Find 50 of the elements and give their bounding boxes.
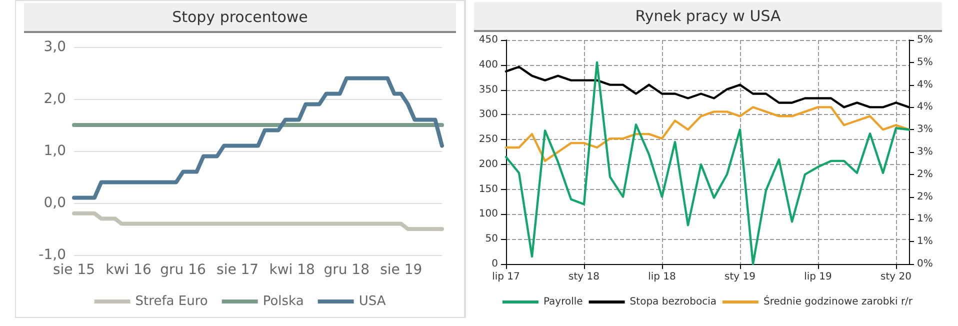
legend-label: Payrolle (543, 296, 583, 308)
y-tick-label: 250 (478, 134, 498, 146)
legend-label: Strefa Euro (135, 294, 208, 309)
x-tick-label: kwi 16 (106, 262, 152, 278)
y-tick-label: 3,0 (44, 39, 66, 55)
line-series (72, 211, 444, 231)
x-tick-label: gru 18 (324, 262, 370, 278)
y2-tick-label: 3% (917, 124, 933, 136)
y-tick-label: 1,0 (44, 143, 66, 159)
y-tick-label: 450 (478, 34, 498, 46)
y2-tick-label: 2% (917, 168, 933, 180)
legend-label: USA (358, 294, 386, 309)
y-tick-label: 0,0 (44, 195, 66, 211)
y-tick-label: 300 (478, 109, 498, 120)
x-tick-label: sie 17 (216, 262, 259, 278)
legend-label: Stopa bezrobocia (630, 296, 716, 308)
x-tick-label: sty 18 (568, 272, 600, 282)
x-tick-label: sie 19 (380, 262, 422, 278)
y2-tick-label: 4% (917, 102, 933, 113)
y2-tick-label: 1% (917, 214, 933, 225)
chart-title: Rynek pracy w USA (474, 2, 942, 32)
y2-tick-label: 5% (917, 56, 933, 68)
y2-tick-label: 5% (917, 34, 933, 46)
legend-label: Polska (262, 294, 304, 309)
y-tick-label: 2,0 (44, 91, 66, 107)
y-tick-label: 200 (478, 158, 498, 170)
y2-tick-label: 4% (917, 79, 933, 90)
y-tick-label: 100 (478, 208, 498, 220)
x-tick-label: kwi 18 (269, 262, 315, 278)
x-tick-label: sty 19 (724, 272, 756, 282)
y2-tick-label: 1% (917, 236, 933, 248)
x-tick-label: lip 19 (804, 272, 832, 282)
y-tick-label: 50 (485, 234, 498, 245)
line-series (72, 76, 444, 200)
y2-tick-label: 2% (917, 191, 933, 202)
y2-tick-label: 3% (917, 146, 933, 158)
y-tick-label: -1,0 (38, 247, 66, 263)
y-tick-label: 0 (492, 258, 498, 270)
x-tick-label: sty 20 (880, 272, 912, 282)
x-tick-label: lip 18 (648, 272, 676, 282)
x-tick-label: gru 16 (160, 262, 206, 278)
y-tick-label: 350 (478, 84, 498, 96)
y-tick-label: 400 (478, 59, 498, 70)
line-series (504, 106, 910, 162)
legend-label: Średnie godzinowe zarobki r/r (763, 294, 914, 308)
y-tick-label: 150 (478, 184, 498, 195)
chart-title: Stopy procentowe (24, 3, 456, 33)
x-tick-label: lip 17 (492, 272, 520, 282)
x-tick-label: sie 15 (52, 262, 96, 278)
y2-tick-label: 0% (917, 258, 933, 270)
